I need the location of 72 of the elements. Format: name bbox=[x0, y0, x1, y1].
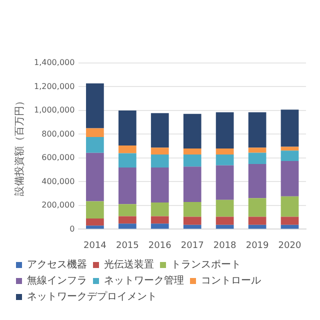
bar bbox=[150, 148, 169, 155]
bar bbox=[150, 216, 169, 224]
bar bbox=[216, 165, 234, 200]
bar bbox=[86, 201, 104, 219]
legend-label: 無線インフラ bbox=[27, 274, 87, 287]
legend-label: コントロール bbox=[201, 276, 261, 287]
x-tick-label: 2015 bbox=[116, 240, 139, 251]
bar bbox=[183, 148, 202, 155]
bar bbox=[280, 110, 299, 147]
bar bbox=[248, 148, 266, 153]
bar bbox=[280, 196, 299, 217]
bar bbox=[216, 148, 234, 155]
x-tick-label: 2014 bbox=[83, 240, 107, 251]
y-axis-title: 設備投資額（百万円） bbox=[14, 96, 26, 196]
bar bbox=[150, 202, 169, 216]
bar bbox=[248, 112, 266, 148]
y-tick-label: 1,200,000 bbox=[34, 82, 75, 91]
bar bbox=[248, 198, 266, 217]
bar bbox=[216, 216, 234, 225]
bar bbox=[86, 218, 104, 226]
bar bbox=[118, 153, 136, 168]
bar bbox=[118, 110, 136, 146]
x-tick-label: 2016 bbox=[148, 240, 172, 251]
bar bbox=[248, 164, 266, 198]
x-tick-label: 2017 bbox=[180, 240, 204, 251]
bar bbox=[150, 113, 169, 148]
legend-label: ネットワーク管理 bbox=[104, 276, 184, 287]
bar bbox=[248, 216, 266, 225]
bar bbox=[150, 154, 169, 168]
bar bbox=[280, 150, 299, 161]
legend-label: アクセス機器 bbox=[27, 258, 87, 271]
bar bbox=[86, 128, 104, 137]
bar bbox=[86, 136, 104, 153]
y-tick-label: 600,000 bbox=[42, 153, 75, 162]
bar bbox=[150, 224, 169, 229]
bar bbox=[86, 152, 104, 202]
legend-label: トランスポート bbox=[171, 260, 241, 271]
bar bbox=[118, 146, 136, 154]
bar bbox=[248, 224, 266, 229]
y-tick-label: 1,400,000 bbox=[34, 58, 75, 68]
bar bbox=[183, 114, 202, 148]
bar bbox=[216, 200, 234, 217]
bar bbox=[216, 154, 234, 166]
y-tick-label: 400,000 bbox=[42, 176, 75, 186]
legend-label: 光伝送装置 bbox=[104, 258, 154, 271]
bar bbox=[183, 166, 202, 202]
bar bbox=[118, 204, 136, 216]
bar bbox=[280, 224, 299, 229]
x-tick-label: 2018 bbox=[213, 240, 237, 251]
bar bbox=[280, 160, 299, 196]
bar bbox=[216, 112, 234, 148]
bar bbox=[183, 202, 202, 217]
y-tick-label: 1,000,000 bbox=[34, 106, 75, 115]
bar bbox=[118, 167, 136, 204]
bar bbox=[183, 224, 202, 229]
x-tick-label: 2020 bbox=[278, 240, 302, 251]
x-tick-label: 2019 bbox=[246, 240, 270, 251]
bar bbox=[248, 152, 266, 164]
bar bbox=[86, 226, 104, 229]
y-tick-label: 0 bbox=[70, 224, 75, 234]
bar bbox=[86, 83, 104, 128]
bar bbox=[118, 216, 136, 224]
bar bbox=[150, 167, 169, 202]
bar bbox=[183, 216, 202, 225]
legend-label: ネットワークデプロイメント bbox=[27, 290, 157, 303]
bar bbox=[118, 224, 136, 229]
bar bbox=[216, 224, 234, 229]
bar bbox=[280, 216, 299, 225]
y-tick-label: 800,000 bbox=[42, 129, 75, 138]
y-tick-label: 200,000 bbox=[42, 200, 75, 210]
bar bbox=[280, 146, 299, 151]
bar bbox=[183, 154, 202, 167]
